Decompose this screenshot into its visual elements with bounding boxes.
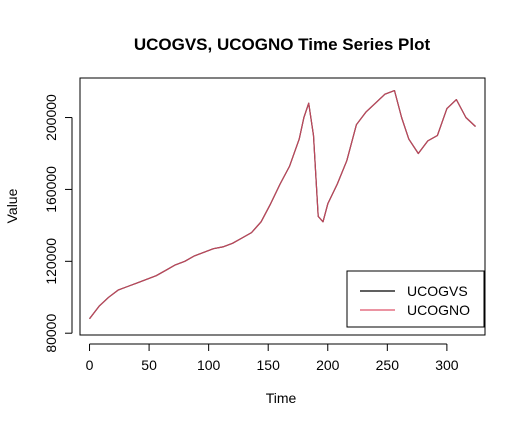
x-tick-label: 200: [316, 357, 340, 373]
x-tick-label: 300: [435, 357, 459, 373]
y-tick-label: 160000: [43, 166, 59, 213]
x-tick-label: 150: [257, 357, 281, 373]
y-tick-label: 120000: [43, 238, 59, 285]
y-axis-label: Value: [4, 188, 20, 223]
series-line-ucogno: [89, 89, 476, 320]
y-tick-label: 80000: [43, 314, 59, 353]
x-axis-label: Time: [266, 390, 297, 406]
x-tick-label: 100: [197, 357, 221, 373]
plot-frame: [79, 77, 486, 336]
x-tick-label: 250: [376, 357, 400, 373]
axes: 0 50 100 150 200 250 300 80000 120000 160000 20000…: [43, 77, 486, 373]
legend: UCOGVS UCOGNO: [346, 270, 485, 328]
legend-box: [346, 270, 485, 328]
x-tick-label: 50: [141, 357, 157, 373]
x-tick-label: 0: [86, 357, 94, 373]
legend-label: UCOGVS: [407, 283, 468, 299]
y-tick-label: 200000: [43, 94, 59, 141]
chart-title: UCOGVS, UCOGNO Time Series Plot: [134, 35, 431, 54]
series-lines: [89, 89, 476, 320]
legend-label: UCOGNO: [407, 302, 470, 318]
